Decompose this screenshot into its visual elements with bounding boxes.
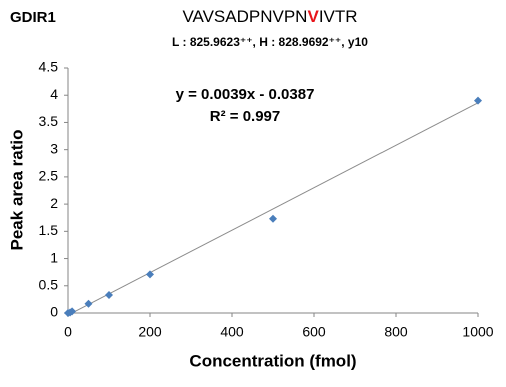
title-segment: IVTR (319, 7, 358, 26)
x-tick-label: 0 (64, 324, 72, 340)
title-segment: V (307, 7, 319, 26)
chart-title: VAVSADPNVPNVIVTR (182, 7, 357, 26)
x-tick-label: 200 (138, 324, 162, 340)
data-point (269, 214, 277, 223)
x-tick-label: 800 (384, 324, 408, 340)
title-segment: VAVSADPNVPN (182, 7, 307, 26)
data-point (474, 96, 482, 105)
chart-subtitle: L : 825.9623⁺⁺, H : 828.9692⁺⁺, y10 (172, 35, 368, 49)
panel-label: GDIR1 (10, 9, 56, 26)
data-point (146, 270, 154, 279)
x-tick-label: 600 (302, 324, 326, 340)
y-tick-label: 4.5 (39, 59, 59, 75)
trendline (67, 102, 479, 316)
y-tick-label: 1.5 (39, 222, 59, 238)
x-tick-label: 400 (220, 324, 244, 340)
y-tick-label: 3 (50, 140, 58, 156)
trend-equation: y = 0.0039x - 0.0387 (176, 86, 315, 103)
data-point (105, 291, 113, 300)
y-tick-label: 3.5 (39, 113, 59, 129)
x-tick-label: 1000 (462, 324, 493, 340)
trend-r2: R² = 0.997 (210, 108, 280, 125)
data-point (84, 299, 93, 308)
y-tick-label: 2 (50, 195, 58, 211)
data-point (68, 307, 77, 316)
x-axis-label: Concentration (fmol) (189, 351, 356, 370)
y-tick-label: 1 (50, 249, 58, 265)
y-tick-label: 2.5 (39, 168, 59, 184)
y-tick-label: 0.5 (39, 276, 59, 292)
y-tick-label: 4 (50, 86, 58, 102)
y-tick-label: 0 (50, 304, 58, 320)
y-axis-label: Peak area ratio (7, 130, 26, 251)
